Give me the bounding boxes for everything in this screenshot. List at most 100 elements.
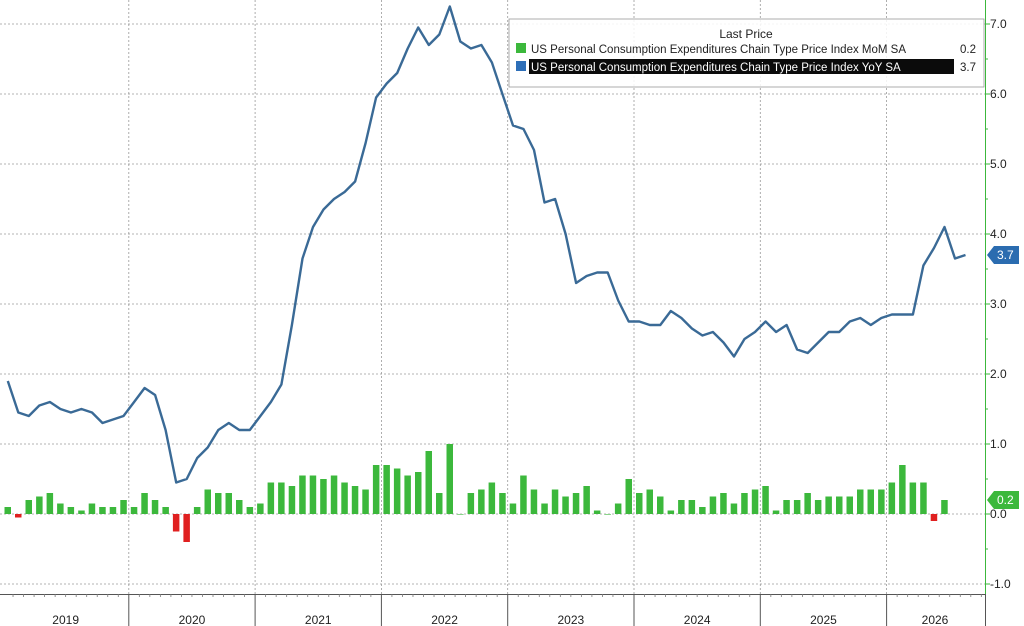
mom-bar	[278, 482, 285, 514]
mom-bar	[267, 482, 275, 514]
x-axis: 2019 2020 2021 2022 2023 2024 2025 2026	[0, 594, 986, 626]
mom-bar	[467, 493, 475, 514]
mom-bar	[4, 507, 11, 514]
mom-bar	[383, 465, 390, 514]
mom-tag-text: 0.2	[997, 493, 1014, 507]
x-tick-label: 2021	[305, 613, 332, 626]
mom-bar	[941, 500, 948, 514]
mom-bar	[614, 503, 622, 514]
legend: Last Price US Personal Consumption Expen…	[508, 18, 985, 88]
mom-bar	[130, 507, 138, 514]
y-tick-label: 7.0	[990, 17, 1007, 31]
mom-bar	[88, 503, 96, 514]
mom-bar	[120, 500, 127, 514]
mom-bar	[215, 493, 222, 514]
mom-last-value-tag: 0.2	[987, 491, 1019, 509]
x-tick-label: 2025	[810, 613, 837, 626]
legend-label-yoy: US Personal Consumption Expenditures Cha…	[531, 62, 901, 74]
mom-bar	[857, 489, 864, 514]
y-tick-label: 3.0	[990, 297, 1007, 311]
mom-bar	[657, 496, 664, 514]
mom-bar	[299, 475, 306, 514]
mom-bar	[541, 503, 548, 514]
mom-bar	[530, 489, 538, 514]
yoy-line-layer	[6, 5, 966, 484]
mom-bar	[246, 507, 254, 514]
mom-bar	[772, 510, 780, 514]
mom-bar	[509, 503, 517, 514]
mom-bar	[478, 489, 485, 514]
y-axis: 7.0 6.0 5.0 4.0 3.0 2.0 1.0 0.0 -1.0	[985, 0, 1011, 594]
mom-bar	[762, 486, 769, 514]
mom-bar	[751, 489, 759, 514]
y-tick-label: 2.0	[990, 367, 1007, 381]
mom-bar	[551, 489, 559, 514]
x-axis-band	[0, 594, 985, 626]
mom-bar	[741, 493, 748, 514]
mom-bar	[415, 472, 422, 514]
mom-bar	[867, 489, 874, 514]
mom-bar	[257, 503, 264, 514]
mom-bar	[667, 510, 675, 514]
mom-bar	[836, 496, 843, 514]
mom-bar	[604, 514, 611, 515]
mom-bar	[46, 493, 54, 514]
legend-title: Last Price	[719, 27, 773, 41]
mom-bar	[183, 514, 190, 542]
y-tick-label: -1.0	[990, 577, 1011, 591]
mom-bar	[793, 500, 801, 514]
mom-bar	[67, 507, 75, 514]
mom-bar	[572, 493, 580, 514]
mom-bar	[425, 451, 432, 514]
mom-bar	[36, 496, 43, 514]
mom-bar	[362, 489, 369, 514]
mom-bar	[783, 500, 790, 514]
mom-bar	[57, 503, 64, 514]
mom-bar	[341, 482, 348, 514]
mom-bar	[204, 489, 211, 514]
mom-bar	[688, 500, 696, 514]
last-value-tags: 3.7 0.2	[987, 246, 1019, 509]
mom-bar	[909, 482, 917, 514]
mom-bar	[109, 507, 117, 514]
mom-bar	[436, 493, 443, 514]
mom-bar	[699, 507, 706, 514]
y-tick-label: 4.0	[990, 227, 1007, 241]
mom-bar	[562, 496, 569, 514]
x-tick-label: 2024	[684, 613, 711, 626]
mom-bar	[825, 496, 832, 514]
y-tick-label: 0.0	[990, 507, 1007, 521]
mom-bar	[99, 507, 106, 514]
mom-bar	[372, 465, 380, 514]
mom-bar	[846, 496, 853, 514]
yoy-last-value-tag: 3.7	[987, 246, 1019, 264]
mom-bar	[920, 482, 927, 514]
mom-bar	[393, 468, 401, 514]
legend-value-mom: 0.2	[960, 44, 976, 56]
mom-bar	[814, 500, 822, 514]
y-tick-label: 1.0	[990, 437, 1007, 451]
x-tick-label: 2020	[179, 613, 206, 626]
mom-bar	[878, 489, 885, 514]
mom-bar	[499, 493, 506, 514]
mom-bar	[804, 493, 811, 514]
mom-bar	[351, 486, 359, 514]
mom-bar	[225, 493, 232, 514]
legend-label-mom: US Personal Consumption Expenditures Cha…	[531, 44, 906, 56]
mom-bar	[404, 475, 411, 514]
mom-bar	[25, 500, 32, 514]
mom-bar	[151, 500, 159, 514]
mom-bar	[330, 475, 338, 514]
mom-bar	[236, 500, 243, 514]
mom-bar	[646, 489, 653, 514]
mom-bar	[457, 514, 464, 515]
mom-bar	[720, 493, 727, 514]
mom-bar	[172, 514, 180, 532]
mom-bar	[141, 493, 148, 514]
mom-bars	[4, 444, 948, 542]
yoy-tag-shape	[987, 246, 1019, 264]
mom-bar	[593, 510, 601, 514]
x-tick-label: 2026	[922, 613, 949, 626]
